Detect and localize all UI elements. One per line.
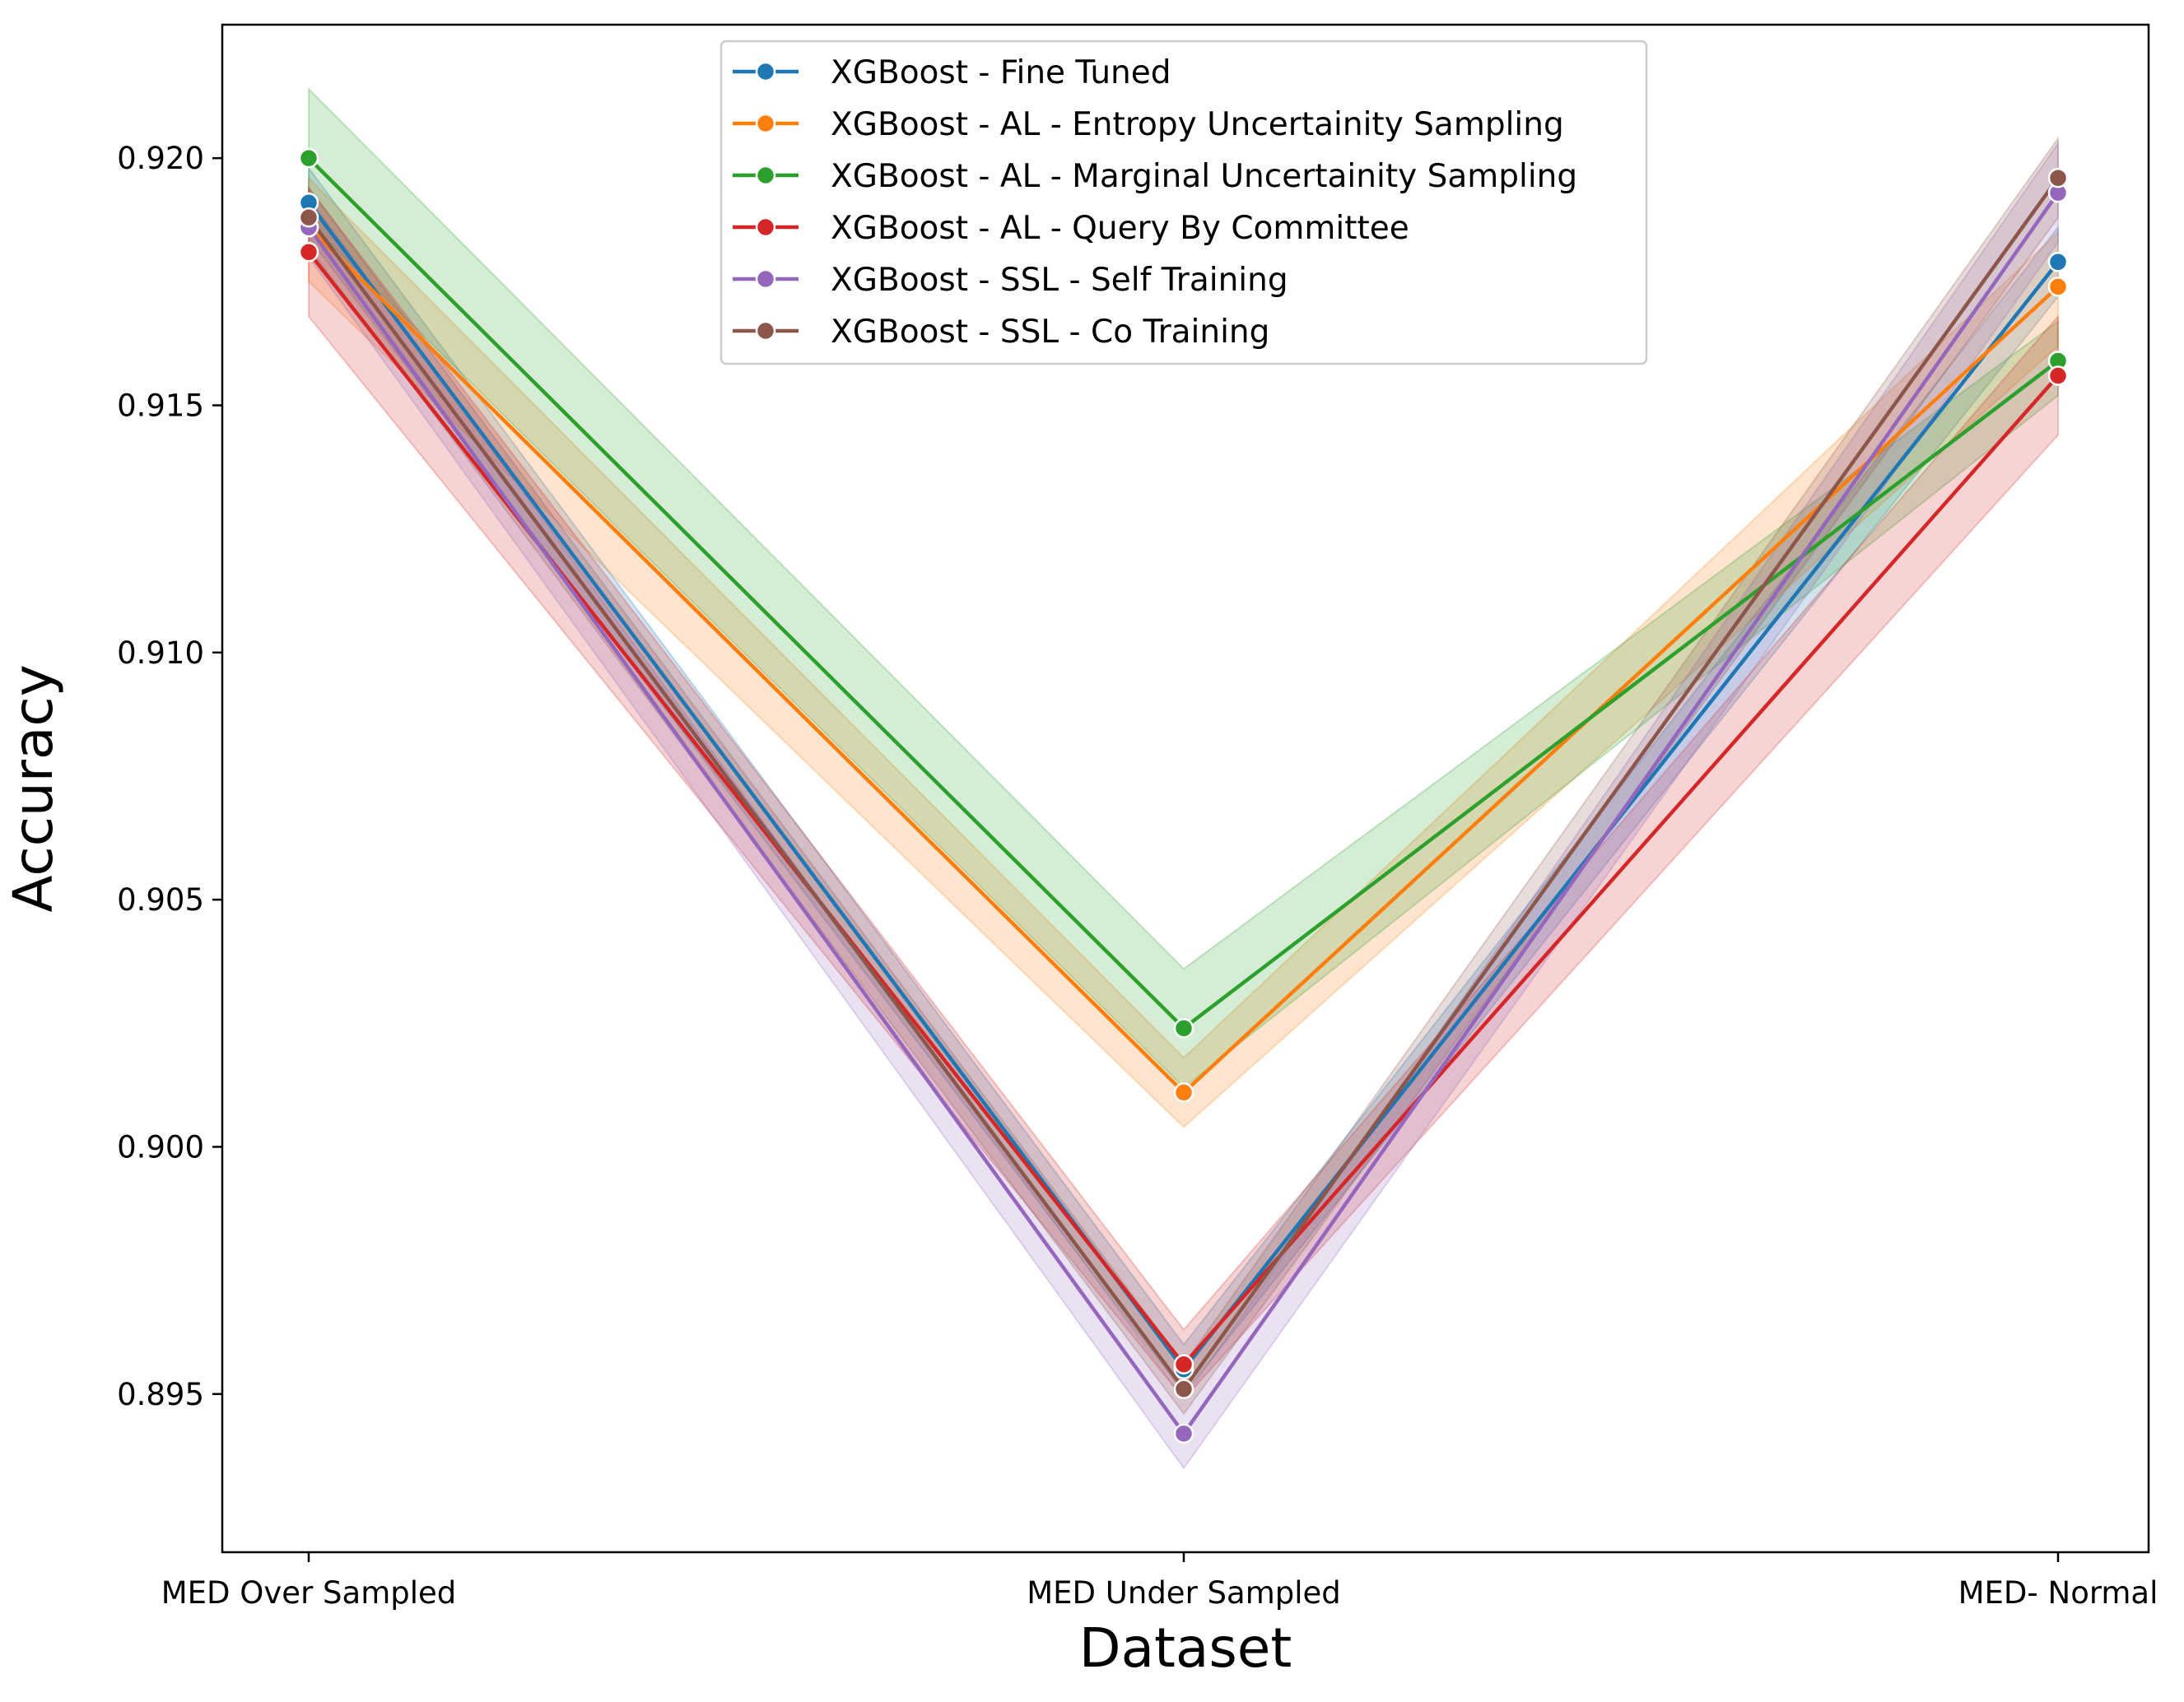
legend-label-4: XGBoost - SSL - Self Training	[831, 262, 1288, 299]
y-tick-label-5: 0.920	[117, 141, 204, 176]
y-tick-label-4: 0.915	[117, 388, 204, 423]
legend-marker-5	[755, 320, 776, 342]
y-tick-label-3: 0.910	[117, 635, 204, 671]
point-series-3-2	[2047, 365, 2069, 386]
point-series-1-2	[2047, 277, 2069, 297]
legend-marker-2	[755, 165, 776, 186]
legend-marker-0	[755, 61, 776, 82]
legend: XGBoost - Fine Tuned XGBoost - AL - Entro…	[719, 40, 1648, 365]
y-tick-label-0: 0.895	[117, 1377, 204, 1412]
legend-marker-1	[755, 113, 776, 134]
legend-label-2: XGBoost - AL - Marginal Uncertainity Sam…	[831, 158, 1577, 195]
point-series-1-1	[1173, 1082, 1194, 1103]
legend-label-1: XGBoost - AL - Entropy Uncertainity Samp…	[831, 106, 1564, 143]
band-series-3	[308, 185, 2059, 1401]
x-tick-label-0: MED Over Sampled	[161, 1575, 457, 1611]
y-axis-title: Accuracy	[2, 664, 65, 912]
y-tick-label-1: 0.900	[117, 1129, 204, 1165]
x-axis-title: Dataset	[1079, 1616, 1292, 1680]
point-series-3-0	[298, 242, 319, 263]
x-tick-label-2: MED- Normal	[1958, 1575, 2158, 1611]
legend-marker-3	[755, 216, 776, 238]
point-series-2-1	[1173, 1018, 1194, 1039]
y-tick-label-2: 0.905	[117, 882, 204, 918]
point-series-2-0	[298, 147, 319, 169]
point-series-4-1	[1173, 1423, 1194, 1444]
point-series-0-2	[2047, 252, 2069, 272]
legend-label-0: XGBoost - Fine Tuned	[831, 54, 1171, 91]
point-series-3-1	[1173, 1354, 1194, 1375]
point-series-5-2	[2047, 167, 2069, 188]
x-axis: MED Over Sampled MED Under Sampled MED- No…	[161, 1552, 2158, 1611]
x-tick-label-1: MED Under Sampled	[1027, 1575, 1341, 1611]
point-series-5-0	[298, 207, 319, 228]
legend-label-3: XGBoost - AL - Query By Committee	[831, 210, 1409, 247]
legend-marker-4	[755, 268, 776, 290]
point-series-5-1	[1173, 1379, 1194, 1400]
legend-box	[719, 40, 1648, 365]
y-axis: 0.895 0.900 0.905 0.910 0.915 0.920	[117, 141, 222, 1412]
band-series-1	[308, 175, 2059, 1128]
legend-label-5: XGBoost - SSL - Co Training	[831, 314, 1269, 351]
series-markers	[298, 147, 2069, 1444]
plot-area-frame	[221, 23, 2150, 1554]
